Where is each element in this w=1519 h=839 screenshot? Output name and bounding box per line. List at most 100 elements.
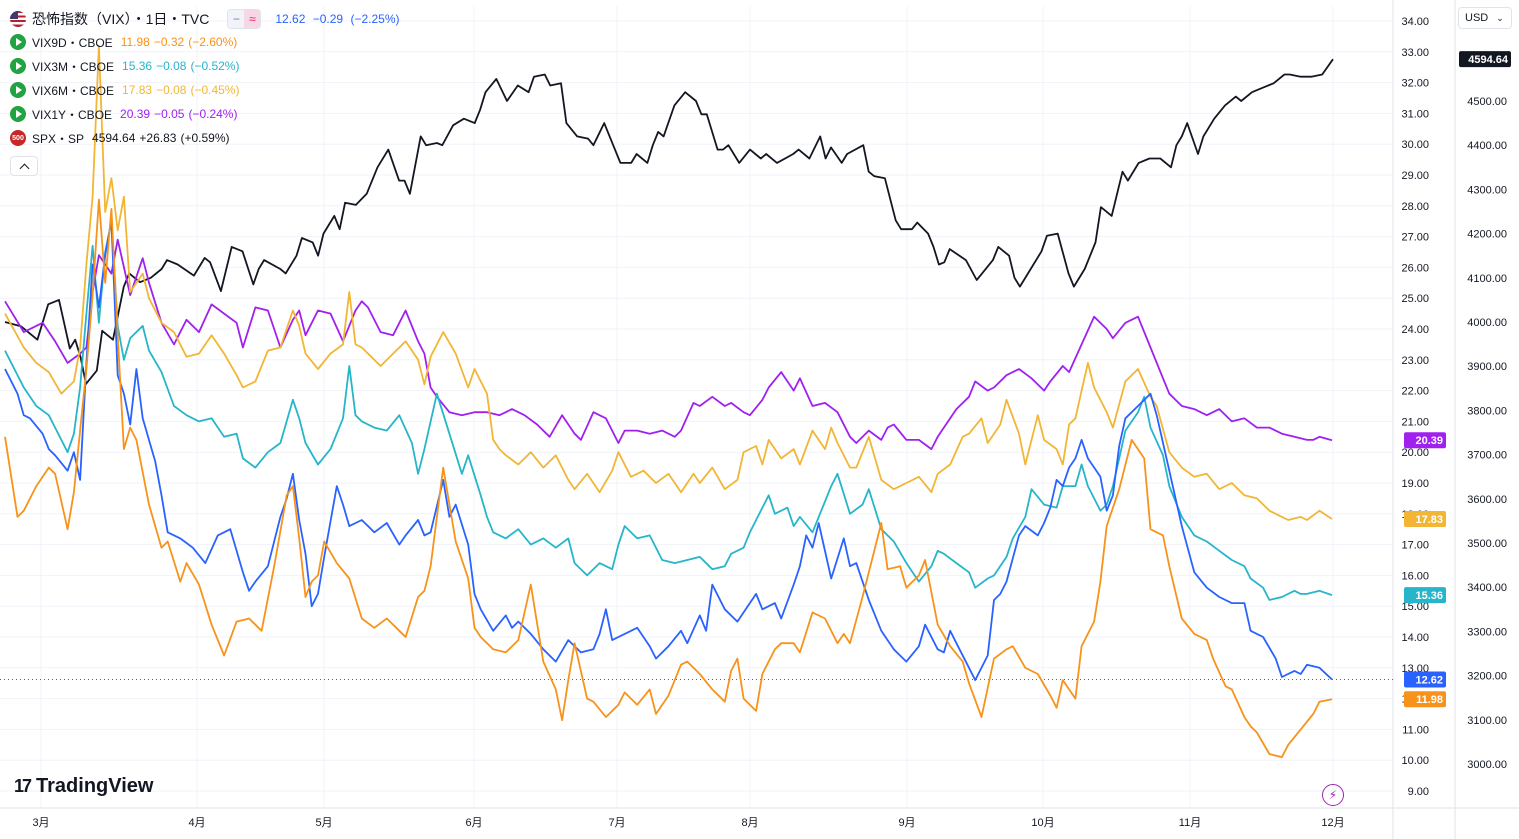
right-scale-tick-10: 3500.00: [1467, 538, 1507, 550]
left-scale-tick-10: 24.00: [1401, 324, 1429, 336]
left-scale-tick-19: 15.00: [1401, 601, 1429, 613]
approx-icon[interactable]: ≈: [244, 10, 261, 28]
legend-item-values: 4594.64 +26.83 (+0.59%): [92, 131, 233, 145]
tv-logo-icon: 17: [14, 776, 32, 796]
x-tick-5: 8月: [741, 817, 758, 829]
series-line-0: [4, 58, 1334, 385]
price-badge-bg-3: [1404, 587, 1446, 604]
x-tick-1: 4月: [188, 817, 205, 829]
price-badge-5: 11.98: [1416, 694, 1443, 706]
tradingview-logo: 17 TradingView: [14, 775, 153, 798]
compare-toggle[interactable]: − ≈: [227, 9, 262, 29]
legend-item-last: 17.83: [122, 83, 153, 97]
left-scale-tick-1: 33.00: [1401, 47, 1429, 59]
legend-main-change: −0.29: [312, 12, 344, 26]
legend-item-name: VIX3M・CBOE: [32, 59, 115, 74]
currency-select[interactable]: USD ⌄: [1458, 7, 1512, 29]
left-scale-tick-8: 26.00: [1401, 262, 1429, 274]
price-badge-4: 12.62: [1415, 675, 1443, 687]
symbol-arrow-icon: [10, 82, 26, 98]
legend-item-change: −0.32: [153, 35, 185, 49]
legend-item-change: −0.08: [156, 59, 187, 73]
right-scale-tick-7: 3800.00: [1467, 405, 1507, 417]
left-scale-tick-17: 17.00: [1401, 540, 1429, 552]
minus-icon[interactable]: −: [228, 10, 245, 28]
left-scale-tick-3: 31.00: [1401, 108, 1429, 120]
left-scale-tick-15: 19.00: [1401, 478, 1429, 490]
legend-item-last: 15.36: [122, 59, 153, 73]
price-badge-bg-5: [1404, 691, 1446, 708]
legend: 恐怖指数（VIX）・1日・TVC − ≈ 12.62 −0.29 (−2.25%…: [10, 8, 403, 176]
collapse-legend-button[interactable]: [10, 156, 38, 176]
symbol-arrow-icon: [10, 106, 26, 122]
legend-item-last: 4594.64: [92, 131, 136, 145]
right-scale-tick-5: 4000.00: [1467, 317, 1507, 329]
left-scale-tick-11: 23.00: [1401, 355, 1429, 367]
symbol-arrow-icon: [10, 34, 26, 50]
logo-text: TradingView: [36, 775, 154, 797]
legend-main-last: 12.62: [275, 12, 306, 26]
spx-logo-icon: 500: [10, 130, 26, 146]
x-tick-4: 7月: [608, 817, 625, 829]
legend-main-pct: (−2.25%): [350, 12, 400, 26]
lightning-icon[interactable]: ⚡: [1322, 784, 1344, 806]
us-flag-icon: [10, 11, 26, 27]
right-scale-tick-0: 4500.00: [1467, 96, 1507, 108]
legend-row-1[interactable]: VIX3M・CBOE 15.36 −0.08 (−0.52%): [10, 54, 403, 78]
legend-item-values: 15.36 −0.08 (−0.52%): [122, 59, 243, 73]
left-scale-tick-2: 32.00: [1401, 78, 1429, 90]
right-scale-tick-15: 3000.00: [1467, 759, 1507, 771]
right-scale-tick-9: 3600.00: [1467, 494, 1507, 506]
series-line-5: [4, 198, 1333, 758]
right-scale-tick-13: 3200.00: [1467, 671, 1507, 683]
legend-row-2[interactable]: VIX6M・CBOE 17.83 −0.08 (−0.45%): [10, 78, 403, 102]
legend-main-values: 12.62 −0.29 (−2.25%): [275, 12, 403, 26]
legend-item-last: 11.98: [120, 35, 150, 49]
price-badge-bg-0: [1459, 51, 1511, 68]
legend-row-4[interactable]: 500 SPX・SP 4594.64 +26.83 (+0.59%): [10, 126, 403, 150]
legend-row-0[interactable]: VIX9D・CBOE 11.98 −0.32 (−2.60%): [10, 30, 403, 54]
legend-item-values: 20.39 −0.05 (−0.24%): [120, 107, 241, 121]
legend-item-pct: (−0.24%): [188, 107, 238, 121]
legend-item-change: −0.08: [156, 83, 187, 97]
legend-item-name: VIX9D・CBOE: [32, 35, 113, 50]
legend-item-change: −0.05: [154, 107, 185, 121]
chevron-down-icon: ⌄: [1496, 12, 1504, 23]
left-scale-tick-0: 34.00: [1401, 16, 1429, 28]
legend-item-pct: (+0.59%): [180, 131, 230, 145]
price-badge-bg-1: [1404, 432, 1446, 449]
left-scale-tick-13: 21.00: [1401, 416, 1429, 428]
series-line-2: [4, 44, 1333, 521]
right-scale-tick-3: 4200.00: [1467, 229, 1507, 241]
left-scale-tick-12: 22.00: [1401, 386, 1429, 398]
left-scale-tick-20: 14.00: [1401, 632, 1429, 644]
price-badge-0: 4594.64: [1468, 54, 1509, 66]
x-tick-0: 3月: [32, 817, 49, 829]
legend-item-last: 20.39: [120, 107, 151, 121]
x-tick-7: 10月: [1031, 817, 1054, 829]
right-scale-tick-4: 4100.00: [1467, 273, 1507, 285]
legend-item-pct: (−0.52%): [190, 59, 240, 73]
legend-item-pct: (−0.45%): [190, 83, 240, 97]
legend-item-change: +26.83: [139, 131, 177, 145]
x-tick-2: 5月: [315, 817, 332, 829]
price-badge-2: 17.83: [1415, 514, 1443, 526]
legend-row-3[interactable]: VIX1Y・CBOE 20.39 −0.05 (−0.24%): [10, 102, 403, 126]
left-scale-tick-14: 20.00: [1401, 447, 1429, 459]
price-badge-3: 15.36: [1415, 590, 1443, 602]
right-scale-tick-2: 4300.00: [1467, 184, 1507, 196]
left-scale-tick-5: 29.00: [1401, 170, 1429, 182]
left-scale-tick-18: 16.00: [1401, 570, 1429, 582]
left-scale-tick-23: 11.00: [1402, 724, 1429, 736]
right-scale-tick-12: 3300.00: [1467, 626, 1507, 638]
right-scale-tick-11: 3400.00: [1467, 582, 1507, 594]
left-scale-tick-4: 30.00: [1401, 139, 1429, 151]
right-scale-tick-8: 3700.00: [1467, 450, 1507, 462]
legend-item-values: 17.83 −0.08 (−0.45%): [122, 83, 243, 97]
x-tick-6: 9月: [898, 817, 915, 829]
right-scale-tick-14: 3100.00: [1467, 715, 1507, 727]
legend-row-vix[interactable]: 恐怖指数（VIX）・1日・TVC − ≈ 12.62 −0.29 (−2.25%…: [10, 8, 403, 30]
legend-item-name: SPX・SP: [32, 131, 85, 146]
x-tick-9: 12月: [1321, 817, 1344, 829]
